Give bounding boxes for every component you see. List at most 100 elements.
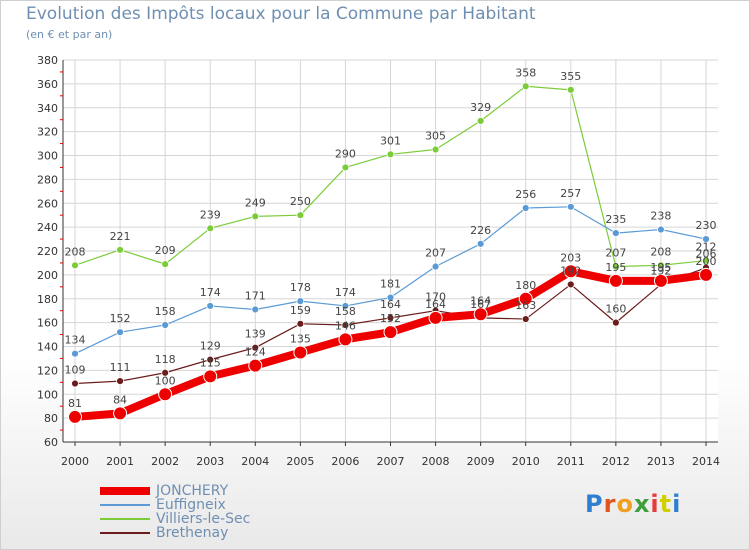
data-point-jonchery bbox=[608, 273, 623, 288]
data-label-jonchery: 84 bbox=[113, 393, 127, 406]
y-tick-label: 100 bbox=[37, 388, 58, 401]
data-label-brethenay: 192 bbox=[560, 264, 581, 277]
data-label-jonchery: 124 bbox=[245, 346, 266, 359]
data-label-jonchery: 164 bbox=[425, 298, 446, 311]
data-label-villiers-le-sec: 358 bbox=[515, 66, 536, 79]
data-label-jonchery: 100 bbox=[155, 374, 176, 387]
data-point-jonchery bbox=[203, 369, 218, 384]
data-label-villiers-le-sec: 208 bbox=[650, 245, 671, 258]
y-tick-label: 160 bbox=[37, 317, 58, 330]
legend-swatch bbox=[100, 487, 150, 495]
data-point-villiers-le-sec bbox=[296, 211, 305, 220]
legend-label: Euffigneix bbox=[156, 497, 226, 513]
data-label-villiers-le-sec: 329 bbox=[470, 101, 491, 114]
data-point-brethenay bbox=[386, 313, 395, 322]
x-tick-label: 2014 bbox=[692, 455, 720, 468]
y-tick-label: 380 bbox=[37, 54, 58, 67]
data-label-jonchery: 180 bbox=[515, 279, 536, 292]
data-label-brethenay: 163 bbox=[515, 299, 536, 312]
y-tick-label: 300 bbox=[37, 150, 58, 163]
x-tick-label: 2012 bbox=[602, 455, 630, 468]
data-point-jonchery bbox=[428, 310, 443, 325]
legend-swatch bbox=[100, 518, 150, 520]
legend-item-jonchery: JONCHERY bbox=[100, 484, 250, 498]
data-label-euffigneix: 158 bbox=[155, 305, 176, 318]
logo-letter: r bbox=[603, 490, 617, 518]
data-label-euffigneix: 174 bbox=[335, 286, 356, 299]
data-label-villiers-le-sec: 212 bbox=[696, 241, 717, 254]
data-point-villiers-le-sec bbox=[161, 260, 170, 269]
y-tick-label: 140 bbox=[37, 341, 58, 354]
x-tick-label: 2000 bbox=[61, 455, 89, 468]
data-point-brethenay bbox=[341, 321, 350, 329]
data-point-euffigneix bbox=[386, 293, 395, 302]
data-label-villiers-le-sec: 208 bbox=[65, 245, 86, 258]
data-label-brethenay: 139 bbox=[245, 328, 266, 341]
y-tick-label: 320 bbox=[37, 126, 58, 139]
data-label-euffigneix: 178 bbox=[290, 281, 311, 294]
logo-letter: x bbox=[633, 490, 651, 518]
data-point-euffigneix bbox=[161, 321, 170, 329]
logo-letter: P bbox=[585, 490, 604, 518]
data-point-jonchery bbox=[518, 291, 533, 306]
data-point-jonchery bbox=[473, 307, 488, 322]
logo-letter: i bbox=[650, 490, 660, 518]
data-point-euffigneix bbox=[657, 225, 665, 234]
y-tick-label: 80 bbox=[44, 412, 58, 425]
data-point-jonchery bbox=[293, 345, 308, 360]
chart-subtitle: (en € et par an) bbox=[26, 28, 113, 41]
x-tick-label: 2004 bbox=[241, 455, 269, 468]
y-tick-label: 220 bbox=[37, 245, 58, 258]
x-tick-label: 2006 bbox=[331, 455, 359, 468]
x-tick-label: 2011 bbox=[557, 455, 585, 468]
data-label-jonchery: 115 bbox=[200, 356, 221, 369]
x-tick-label: 2009 bbox=[467, 455, 495, 468]
data-label-euffigneix: 230 bbox=[696, 219, 717, 232]
data-point-euffigneix bbox=[702, 235, 710, 243]
data-label-villiers-le-sec: 221 bbox=[110, 230, 131, 243]
data-point-jonchery bbox=[248, 358, 263, 373]
chart-title: Evolution des Impôts locaux pour la Comm… bbox=[26, 4, 536, 24]
data-label-euffigneix: 134 bbox=[65, 334, 86, 347]
data-point-brethenay bbox=[116, 377, 124, 386]
data-label-euffigneix: 235 bbox=[605, 213, 626, 226]
data-point-jonchery bbox=[158, 387, 173, 402]
data-point-villiers-le-sec bbox=[476, 116, 485, 125]
y-tick-label: 200 bbox=[37, 269, 58, 282]
logo-letter: t bbox=[659, 490, 673, 518]
data-point-euffigneix bbox=[71, 349, 79, 358]
data-label-villiers-le-sec: 305 bbox=[425, 130, 446, 143]
x-tick-label: 2008 bbox=[422, 455, 450, 468]
data-label-jonchery: 146 bbox=[335, 319, 356, 332]
y-tick-label: 240 bbox=[37, 221, 58, 234]
data-point-jonchery bbox=[699, 267, 713, 282]
data-point-villiers-le-sec bbox=[657, 261, 665, 270]
data-label-brethenay: 170 bbox=[425, 291, 446, 304]
data-point-brethenay bbox=[296, 319, 305, 328]
data-point-brethenay bbox=[206, 355, 215, 364]
data-label-euffigneix: 207 bbox=[425, 247, 446, 260]
x-tick-label: 2013 bbox=[647, 455, 675, 468]
data-point-euffigneix bbox=[521, 204, 530, 212]
data-point-villiers-le-sec bbox=[206, 224, 215, 233]
legend-item-euffigneix: Euffigneix bbox=[100, 498, 250, 512]
logo-letter: i bbox=[672, 490, 682, 518]
data-point-euffigneix bbox=[341, 302, 350, 310]
data-label-brethenay: 129 bbox=[200, 340, 221, 353]
data-label-villiers-le-sec: 207 bbox=[605, 247, 626, 260]
y-tick-label: 180 bbox=[37, 293, 58, 306]
data-label-jonchery: 195 bbox=[605, 261, 626, 274]
data-point-brethenay bbox=[71, 379, 79, 388]
data-label-brethenay: 167 bbox=[470, 298, 491, 311]
data-label-euffigneix: 171 bbox=[245, 289, 266, 302]
data-label-euffigneix: 174 bbox=[200, 286, 221, 299]
proxiti-logo: Proxiti bbox=[585, 490, 681, 518]
data-label-jonchery: 152 bbox=[380, 312, 401, 325]
data-label-brethenay: 111 bbox=[110, 361, 131, 374]
data-label-brethenay: 158 bbox=[335, 305, 356, 318]
data-point-brethenay bbox=[521, 315, 530, 323]
y-tick-label: 260 bbox=[37, 197, 58, 210]
data-point-brethenay bbox=[566, 280, 575, 289]
data-label-brethenay: 159 bbox=[290, 304, 311, 317]
